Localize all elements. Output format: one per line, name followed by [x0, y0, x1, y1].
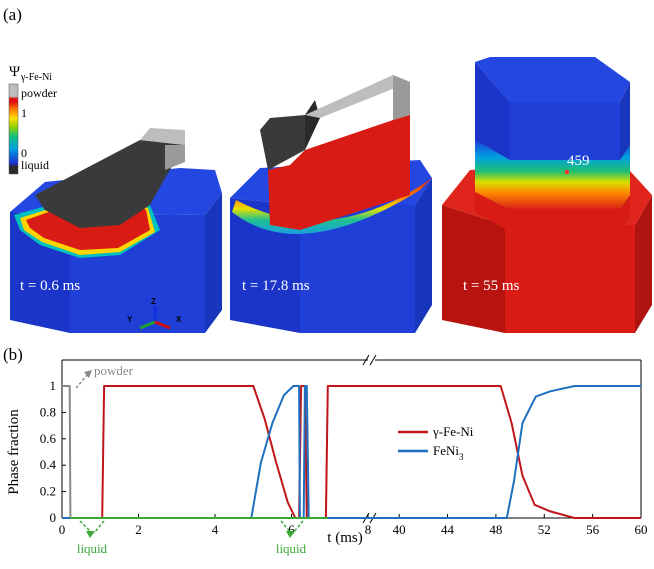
block-3-wall-red	[475, 192, 630, 232]
snapshot-1: t = 0.6 ms	[10, 128, 222, 333]
axis-break-mark	[362, 354, 370, 366]
block-2-deposit-red	[268, 115, 410, 230]
colorbar-label-one: 1	[21, 106, 27, 120]
x-tick-label: 4	[212, 522, 219, 537]
liquid-arrow-1b	[93, 520, 105, 534]
colorbar-gradient	[8, 83, 19, 175]
colorbar-title-symbol: Ψ	[9, 64, 21, 80]
liquid-annotation-2: liquid	[276, 541, 307, 556]
x-tick-label: 44	[441, 522, 455, 537]
y-tick-label: 0.6	[40, 431, 57, 446]
powder-arrowhead	[84, 370, 92, 378]
series-line-feni	[387, 385, 641, 519]
triad-x-label: X	[176, 315, 182, 324]
series-line-powder	[62, 385, 72, 519]
panel-a: (a) Ψ γ-Fe-Ni powder 1 0 liquid t = 0.6 …	[3, 5, 652, 333]
y-axis-title: Phase fraction	[6, 409, 22, 495]
x-tick-label: 0	[59, 522, 66, 537]
powder-arrow	[75, 373, 89, 389]
triad-z-label: Z	[151, 297, 156, 306]
triad-y-arrow	[139, 320, 156, 330]
x-tick-label: 2	[135, 522, 142, 537]
block-3-front-face	[505, 225, 635, 333]
series-line-feni3	[387, 385, 641, 519]
panel-b: (b) 0 0.2 0.4 0.6 0.8 1 0 2 4 6 8 40 44 48 52 56 60 Phase…	[3, 345, 648, 556]
block-1-right-face	[205, 193, 222, 333]
liquid-arrow-2a	[280, 520, 292, 534]
block-2-powder-dark-side	[305, 100, 320, 150]
series-line-feni3	[62, 385, 391, 519]
probe-point	[564, 169, 570, 175]
powder-annotation: powder	[94, 363, 134, 378]
liquid-arrowhead-2	[286, 531, 295, 538]
liquid-arrow-2b	[292, 520, 304, 534]
colorbar-legend: Ψ γ-Fe-Ni powder 1 0 liquid	[8, 64, 57, 175]
colorbar-label-liquid: liquid	[21, 158, 49, 172]
time-label-1: t = 0.6 ms	[20, 278, 80, 294]
block-1-powder-dark	[35, 140, 185, 228]
block-1-powder-top	[140, 128, 185, 145]
block-2-front-face	[300, 205, 415, 333]
y-tick-label: 0.4	[40, 457, 57, 472]
liquid-annotation-1: liquid	[77, 541, 108, 556]
y-tick-label: 1	[50, 378, 57, 393]
liquid-arrowhead-1	[86, 531, 95, 538]
block-3-gradient-band	[475, 140, 630, 210]
y-tick-label: 0	[50, 510, 57, 525]
axes-triad: Z Y X	[127, 297, 182, 330]
snapshot-2: t = 17.8 ms	[230, 75, 432, 333]
x-tick-label: 52	[538, 522, 551, 537]
colorbar-title-sub: γ-Fe-Ni	[20, 72, 52, 83]
snapshot-3: 459 t = 55 ms	[442, 57, 652, 333]
block-3-right-face	[635, 195, 652, 333]
block-3-left-face	[442, 205, 505, 333]
liquid-arrow-1a	[79, 520, 93, 534]
legend-label-0: γ-Fe-Ni	[432, 424, 474, 439]
block-1-powder-side	[165, 145, 185, 170]
colorbar-label-zero: 0	[21, 146, 27, 160]
axis-break-mark	[369, 354, 377, 366]
triad-y-label: Y	[127, 315, 133, 324]
y-tick-label: 0.8	[40, 404, 56, 419]
block-2-powder-right	[393, 75, 410, 120]
phase-fraction-chart: 0 0.2 0.4 0.6 0.8 1 0 2 4 6 8 40 44 48 52 56 60 Phase fra…	[6, 354, 648, 556]
colorbar-label-powder: powder	[21, 86, 57, 100]
legend-label-1: FeNi3	[433, 443, 464, 462]
x-tick-label: 48	[489, 522, 502, 537]
chart-legend: γ-Fe-Ni FeNi3	[398, 424, 474, 462]
x-tick-label: 6	[288, 522, 295, 537]
x-axis-title: t (ms)	[327, 530, 362, 546]
block-2-right-face	[415, 178, 432, 333]
x-tick-label: 60	[635, 522, 648, 537]
block-2-powder-dark-front	[260, 115, 305, 170]
probe-point-label: 459	[567, 153, 590, 169]
time-label-2: t = 17.8 ms	[242, 278, 310, 294]
triad-x-arrow	[154, 320, 171, 330]
block-3-wall-top	[475, 57, 630, 102]
panel-b-label: (b)	[3, 345, 23, 364]
x-tick-label: 8	[365, 522, 372, 537]
x-tick-label: 40	[393, 522, 406, 537]
y-tick-label: 0.2	[40, 484, 56, 499]
legend-subscript: 3	[459, 452, 464, 462]
time-label-3: t = 55 ms	[463, 278, 520, 294]
x-tick-label: 56	[586, 522, 600, 537]
series-line-feni	[62, 385, 391, 519]
block-2-powder-top	[305, 75, 410, 118]
panel-a-label: (a)	[3, 5, 22, 24]
